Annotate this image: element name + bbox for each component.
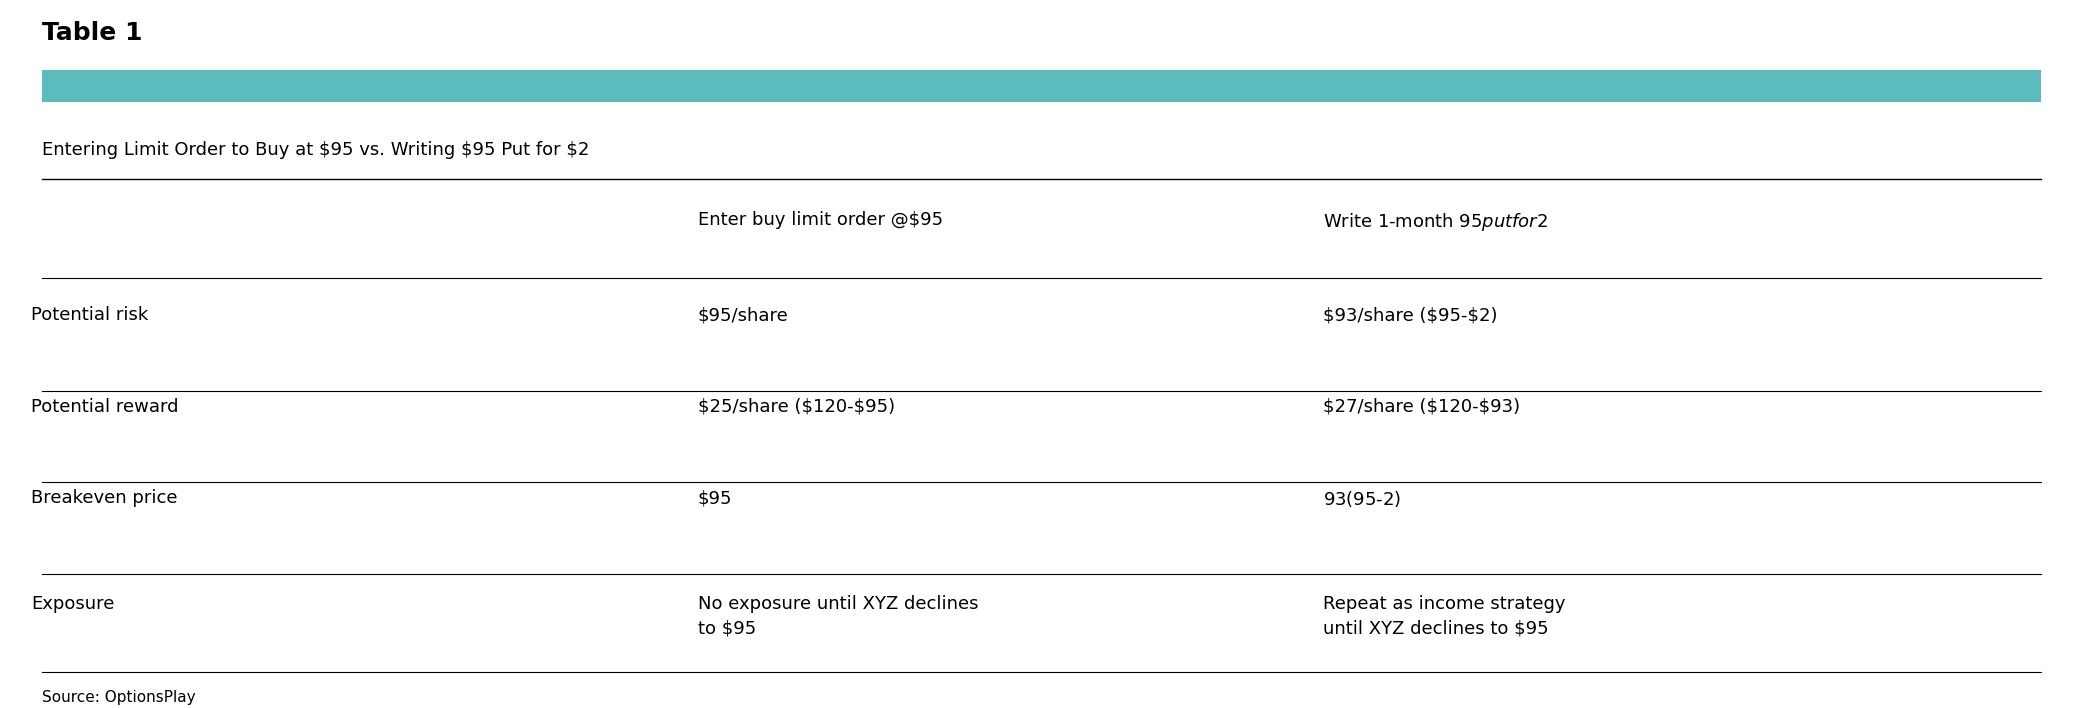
Text: Write 1-month $95 put for $2: Write 1-month $95 put for $2	[1323, 211, 1548, 233]
Text: Repeat as income strategy
until XYZ declines to $95: Repeat as income strategy until XYZ decl…	[1323, 595, 1564, 638]
Text: Potential risk: Potential risk	[31, 306, 148, 324]
Text: $95: $95	[698, 489, 733, 507]
Text: Exposure: Exposure	[31, 595, 115, 613]
Text: Potential reward: Potential reward	[31, 398, 179, 416]
Text: No exposure until XYZ declines
to $95: No exposure until XYZ declines to $95	[698, 595, 979, 638]
Text: Enter buy limit order @$95: Enter buy limit order @$95	[698, 211, 944, 229]
Bar	[42, 70, 2041, 102]
Text: Source: OptionsPlay: Source: OptionsPlay	[42, 690, 196, 705]
Text: $27/share ($120-$93): $27/share ($120-$93)	[1323, 398, 1521, 416]
Text: Table 1: Table 1	[42, 21, 142, 45]
Text: $25/share ($120-$95): $25/share ($120-$95)	[698, 398, 896, 416]
Text: Entering Limit Order to Buy at $95 vs. Writing $95 Put for $2: Entering Limit Order to Buy at $95 vs. W…	[42, 141, 589, 159]
Text: Breakeven price: Breakeven price	[31, 489, 177, 507]
Text: $95/share: $95/share	[698, 306, 789, 324]
Text: $93/share ($95-$2): $93/share ($95-$2)	[1323, 306, 1498, 324]
Text: $93 ($95-2): $93 ($95-2)	[1323, 489, 1402, 509]
